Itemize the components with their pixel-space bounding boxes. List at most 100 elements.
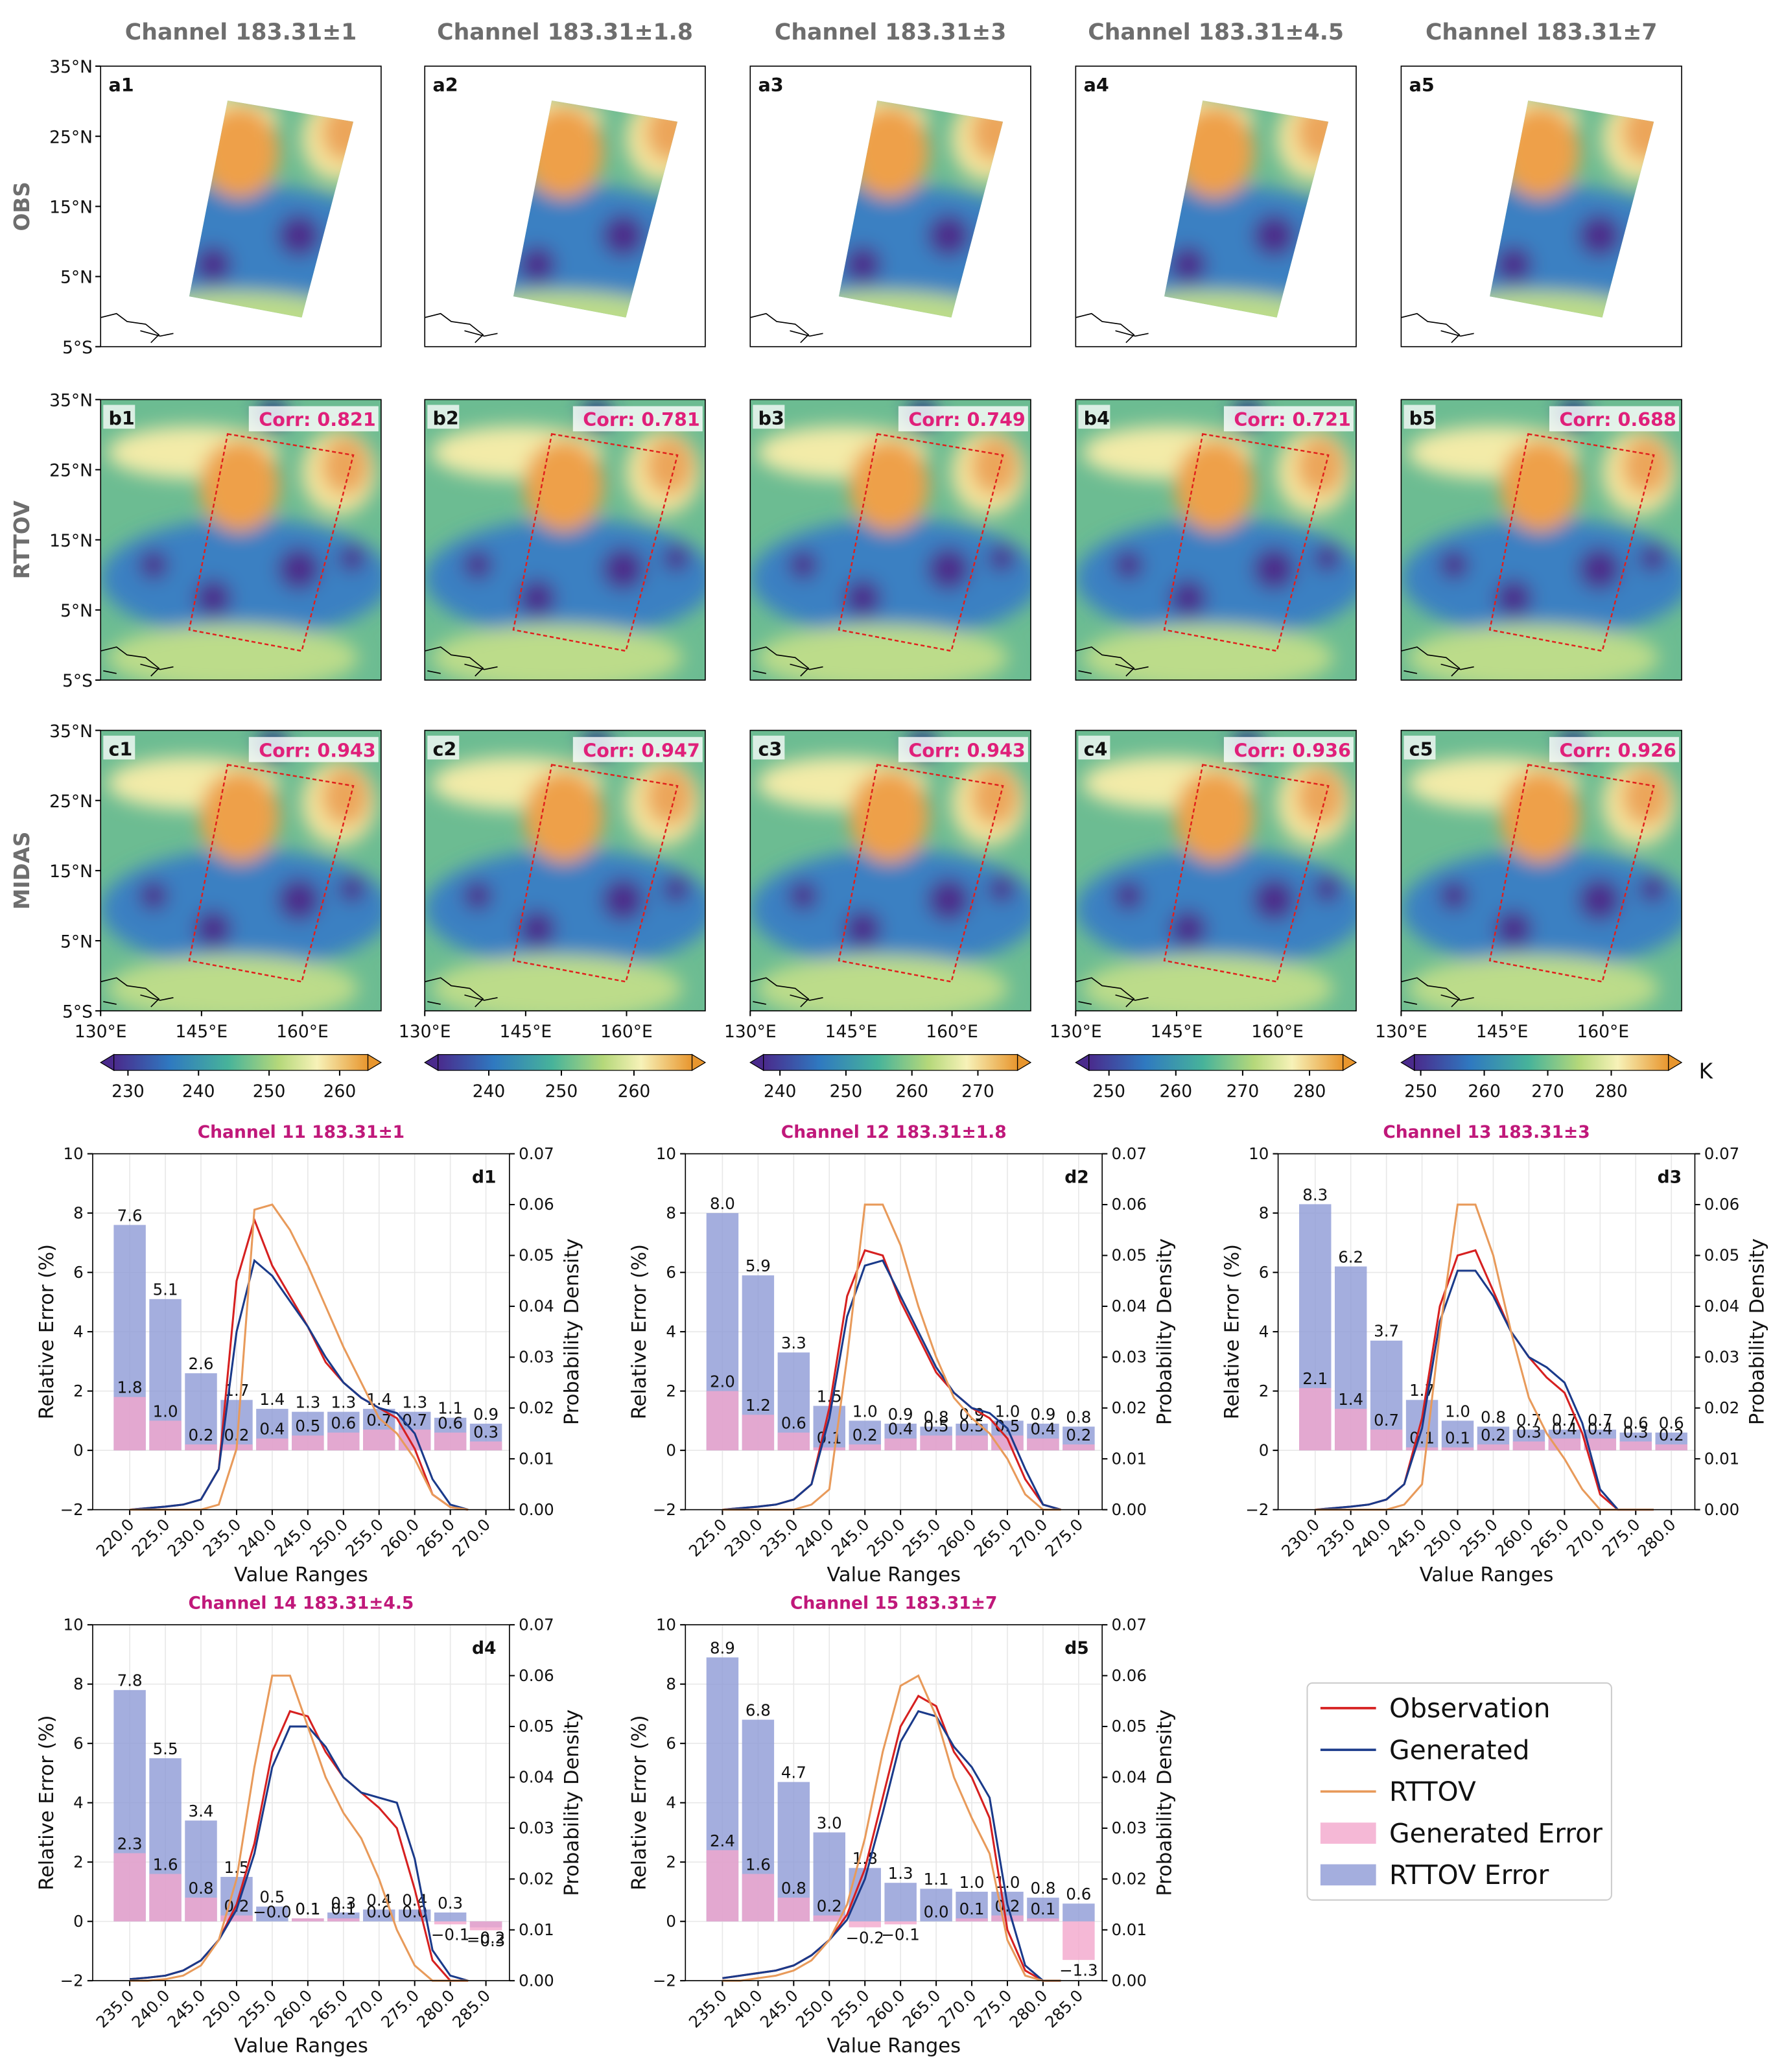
bar-value-label: 0.8 <box>189 1879 214 1898</box>
bar <box>956 1435 988 1451</box>
x-tick-label: 255.0 <box>828 1986 873 2031</box>
coastline <box>1075 312 1149 344</box>
bar-value-label: 0.5 <box>295 1417 320 1435</box>
map-field <box>1075 66 1367 357</box>
bar <box>469 1921 502 1931</box>
x-tick-label: 265.0 <box>306 1986 351 2031</box>
colorbar-tick-label: 270 <box>1531 1081 1564 1101</box>
bar-value-label: 0.3 <box>473 1422 499 1441</box>
panel-label: b2 <box>432 407 458 429</box>
corr-label: Corr: 0.781 <box>583 408 699 430</box>
panel-label: d2 <box>1064 1168 1088 1188</box>
x-tick-label: 230.0 <box>163 1515 209 1560</box>
map-panel <box>750 399 1041 690</box>
coastline <box>1401 312 1474 344</box>
bar-value-label: 3.4 <box>189 1802 214 1820</box>
bar <box>220 1915 253 1922</box>
bar-value-label: 0.4 <box>888 1420 913 1439</box>
lat-tick-label: 25°N <box>49 792 93 812</box>
y2-tick-label: 0.04 <box>1111 1768 1147 1787</box>
y-tick-label: 2 <box>666 1852 676 1871</box>
bar-value-label: 1.3 <box>402 1393 427 1412</box>
bar-value-label: 0.3 <box>331 1894 356 1913</box>
bar <box>1063 1903 1095 1922</box>
bar-value-label: 2.0 <box>710 1372 735 1391</box>
y2-tick-label: 0.01 <box>519 1449 554 1468</box>
bar-value-label: 0.4 <box>259 1420 285 1439</box>
bar-value-label: 0.8 <box>1066 1407 1091 1426</box>
y-tick-label: 8 <box>666 1203 676 1222</box>
bar <box>434 1432 467 1451</box>
bar-value-label: 0.3 <box>1516 1422 1542 1441</box>
panel-label-bg <box>1403 71 1436 95</box>
corr-bg <box>248 406 379 432</box>
x-tick-label: 220.0 <box>92 1515 137 1560</box>
bar <box>1441 1447 1474 1451</box>
bar-value-label: 1.0 <box>995 1402 1020 1420</box>
colorbar-tick-label: 270 <box>1227 1081 1260 1101</box>
map-panel <box>100 399 392 690</box>
bar-value-label: 0.6 <box>1066 1885 1091 1903</box>
map-image <box>1401 399 1692 690</box>
bar-value-label: 0.9 <box>1030 1405 1055 1424</box>
bar <box>113 1396 146 1451</box>
x-tick-label: 260.0 <box>863 1986 909 2031</box>
x-tick-label: 280.0 <box>1634 1515 1680 1560</box>
panel-label-bg <box>753 71 785 95</box>
bar-value-label: 0.8 <box>1030 1879 1055 1898</box>
y2-tick-label: 0.03 <box>1111 1819 1147 1837</box>
bar-value-label: 1.6 <box>746 1855 771 1874</box>
map-panel <box>1401 399 1692 690</box>
bar-value-label: 0.4 <box>1552 1420 1577 1439</box>
y2-tick-label: 0.00 <box>519 1500 554 1519</box>
lat-tick-label: 35°N <box>49 391 93 411</box>
line <box>722 1259 1061 1511</box>
panel-label-bg <box>1078 405 1110 429</box>
plot-frame <box>685 1624 1103 1981</box>
bar-value-label: 0.9 <box>473 1405 499 1424</box>
panel-label-bg <box>103 71 135 95</box>
map-field <box>750 66 1041 357</box>
panel-label-bg <box>427 71 460 95</box>
bar-value-label: 8.3 <box>1302 1185 1328 1204</box>
y2-tick-label: 0.03 <box>1111 1348 1147 1367</box>
bar <box>849 1444 881 1451</box>
x-tick-label: 235.0 <box>92 1986 137 2031</box>
bar-value-label: 0.1 <box>959 1900 985 1918</box>
bar-value-label: 2.4 <box>710 1831 735 1850</box>
panel-label: a1 <box>108 74 134 96</box>
bar <box>1584 1438 1617 1451</box>
map-panel <box>1075 731 1367 1022</box>
y2-tick-label: 0.02 <box>1111 1869 1147 1888</box>
y2-tick-label: 0.05 <box>519 1246 554 1265</box>
colorbar-tick-label: 230 <box>112 1081 145 1101</box>
lon-tick-label: 130°E <box>1050 1022 1102 1042</box>
plot-frame <box>92 1153 510 1511</box>
x-tick-label: 255.0 <box>235 1986 280 2031</box>
x-tick-label: 225.0 <box>685 1515 731 1560</box>
panel-label-bg <box>103 405 135 429</box>
map-image <box>1075 731 1367 1022</box>
bar <box>256 1438 288 1451</box>
bar <box>1027 1898 1059 1922</box>
bar-value-label: 0.2 <box>189 1426 214 1444</box>
y2-tick-label: 0.01 <box>519 1920 554 1939</box>
bar <box>1299 1388 1332 1451</box>
y-tick-label: 4 <box>666 1793 676 1812</box>
y2-axis-label: Probability Density <box>1746 1238 1769 1425</box>
bar-value-label: 3.7 <box>1374 1322 1399 1341</box>
line <box>722 1674 1061 1982</box>
row-label: RTTOV <box>10 500 34 579</box>
lat-tick-label: 25°N <box>49 127 93 147</box>
panel-label-bg <box>103 735 135 760</box>
x-tick-label: 285.0 <box>449 1986 494 2031</box>
map-frame <box>424 65 706 347</box>
map-panel <box>425 66 716 344</box>
colorbar <box>763 1054 1018 1071</box>
bar <box>706 1391 739 1451</box>
bar-value-label: 1.2 <box>746 1396 771 1415</box>
y2-tick-label: 0.03 <box>519 1348 554 1367</box>
bar-value-label: 1.3 <box>295 1393 320 1412</box>
map-frame <box>749 729 1031 1012</box>
bar <box>469 1441 502 1451</box>
